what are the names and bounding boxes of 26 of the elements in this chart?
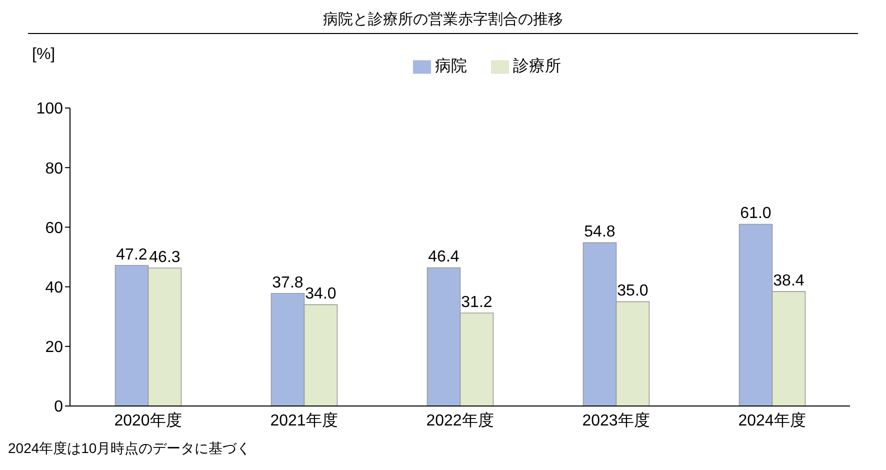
x-tick-label: 2024年度: [738, 411, 806, 430]
data-label: 37.8: [272, 274, 304, 292]
y-tick-label: 100: [36, 100, 64, 118]
data-label: 46.4: [428, 248, 460, 266]
x-tick-label: 2021年度: [270, 411, 338, 430]
text: 2024年度は10月時点のデータに基づく: [8, 440, 251, 458]
data-label: 47.2: [116, 246, 148, 264]
data-label: 46.3: [149, 249, 180, 266]
x-tick-label: 2022年度: [426, 411, 494, 430]
y-axis-title: [%]: [32, 46, 56, 64]
data-label: 61.0: [740, 205, 772, 222]
y-tick-label: 20: [45, 339, 64, 356]
data-label: 34.0: [305, 286, 336, 303]
y-tick-label: 60: [45, 220, 64, 237]
x-tick-label: 2023年度: [582, 411, 650, 430]
data-label: 31.2: [461, 294, 492, 312]
y-tick-label: 0: [54, 398, 64, 416]
chart-title: 病院と診療所の営業赤字割合の推移: [322, 10, 564, 30]
y-tick-label: 80: [45, 160, 64, 178]
legend-label: 診療所: [513, 58, 561, 75]
y-tick-label: 40: [45, 279, 64, 296]
data-label: 38.4: [773, 272, 804, 290]
data-label: 54.8: [584, 224, 616, 241]
x-tick-label: 2020年度: [114, 411, 182, 430]
data-label: 35.0: [617, 282, 648, 300]
legend-label: 病院: [435, 58, 467, 75]
